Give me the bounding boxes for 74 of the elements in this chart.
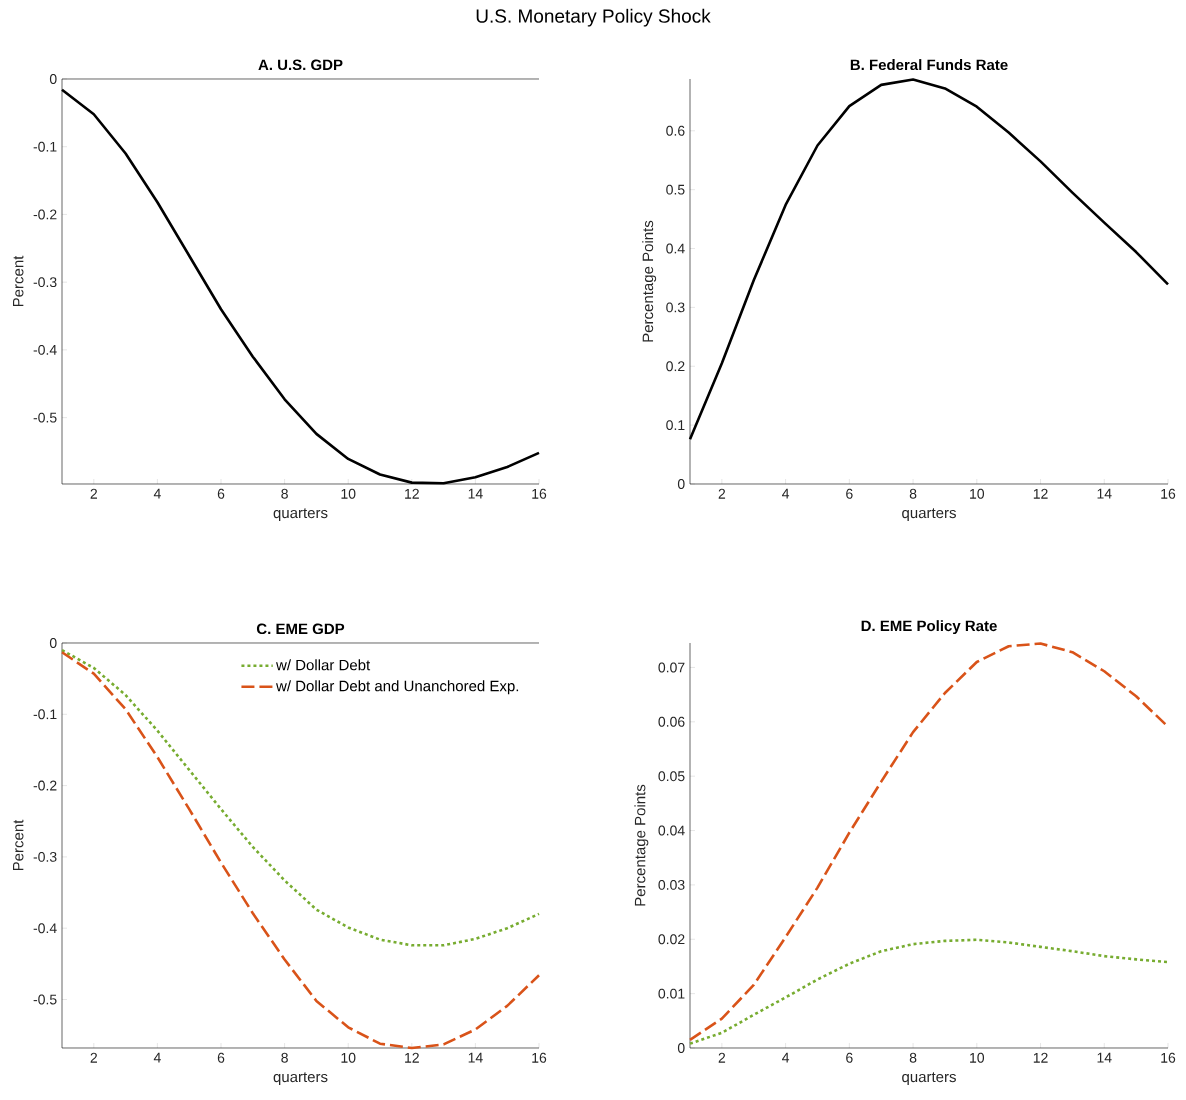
x-tick-label: 4	[782, 1052, 790, 1063]
x-axis-title: quarters	[902, 1072, 956, 1086]
x-axis-title: quarters	[273, 508, 328, 522]
chart-title: A. U.S. GDP	[258, 59, 343, 71]
x-tick-label: 12	[1033, 1052, 1048, 1063]
x-tick-label: 8	[909, 1052, 917, 1063]
x-tick-label: 6	[217, 488, 225, 499]
x-tick-label: 16	[1161, 1052, 1176, 1063]
y-tick-label: -0.4	[33, 923, 57, 934]
text: U.S. Monetary Policy Shock	[476, 8, 711, 27]
x-tick-label: 8	[281, 488, 288, 499]
y-tick-label: -0.1	[33, 141, 57, 152]
y-axis-title: Percentage Points	[642, 220, 657, 342]
x-tick-label: 16	[1161, 488, 1176, 499]
y-tick-label: 0.4	[666, 243, 685, 254]
x-tick-label: 14	[468, 1052, 483, 1063]
x-tick-label: 4	[782, 488, 790, 499]
y-tick-label: -0.5	[33, 994, 57, 1005]
x-tick-label: 12	[1033, 488, 1048, 499]
y-tick-label: 0	[49, 638, 57, 648]
y-tick-label: 0.1	[666, 420, 685, 431]
x-tick-label: 8	[909, 488, 917, 499]
y-tick-label: 0.04	[658, 825, 685, 836]
y-tick-label: -0.2	[33, 780, 57, 791]
x-tick-label: 4	[153, 1052, 161, 1063]
y-tick-label: 0	[677, 479, 685, 489]
y-tick-label: -0.3	[33, 851, 57, 862]
y-axis-title: Percent	[13, 255, 24, 307]
x-tick-label: 14	[468, 488, 483, 499]
x-tick-label: 8	[281, 1052, 288, 1063]
y-tick-label: 0	[677, 1043, 685, 1053]
y-tick-label: 0.06	[658, 716, 685, 727]
x-tick-label: 2	[718, 1052, 726, 1063]
y-tick-label: 0	[49, 74, 57, 84]
y-tick-label: -0.5	[33, 412, 57, 423]
y-axis-title: Percentage Points	[634, 784, 649, 906]
x-tick-label: 2	[718, 488, 726, 499]
x-tick-label: 10	[341, 1052, 356, 1063]
x-tick-label: 6	[846, 1052, 853, 1063]
x-tick-label: 10	[970, 1052, 985, 1063]
y-tick-label: 0.5	[666, 184, 685, 195]
legend-label: w/ Dollar Debt and Unanchored Exp.	[276, 680, 519, 695]
chart-title: C. EME GDP	[256, 623, 345, 635]
y-tick-label: 0.6	[666, 125, 685, 136]
y-tick-label: -0.2	[33, 209, 57, 220]
x-tick-label: 6	[846, 488, 853, 499]
chart-title: B. Federal Funds Rate	[850, 59, 1008, 71]
y-tick-label: 0.3	[666, 302, 685, 313]
x-tick-label: 14	[1097, 1052, 1112, 1063]
y-tick-label: 0.03	[658, 879, 685, 890]
y-tick-label: 0.07	[658, 662, 685, 673]
y-tick-label: -0.3	[33, 277, 57, 288]
chart-title: D. EME Policy Rate	[861, 620, 997, 635]
x-tick-label: 16	[532, 1052, 547, 1063]
y-tick-label: 0.05	[658, 771, 685, 782]
x-tick-label: 6	[217, 1052, 225, 1063]
y-tick-label: -0.4	[33, 344, 57, 355]
x-tick-label: 2	[90, 1052, 97, 1063]
y-tick-label: -0.1	[33, 709, 57, 720]
y-tick-label: 0.02	[658, 934, 685, 945]
x-tick-label: 10	[970, 488, 985, 499]
x-axis-title: quarters	[902, 508, 956, 522]
x-tick-label: 12	[405, 488, 419, 499]
x-tick-label: 10	[341, 488, 356, 499]
x-tick-label: 14	[1097, 488, 1112, 499]
x-tick-label: 12	[405, 1052, 419, 1063]
x-axis-title: quarters	[273, 1072, 328, 1086]
y-tick-label: 0.2	[666, 361, 685, 372]
x-tick-label: 16	[532, 488, 547, 499]
x-tick-label: 2	[90, 488, 97, 499]
legend-label: w/ Dollar Debt	[276, 659, 371, 671]
y-tick-label: 0.01	[658, 988, 685, 999]
x-tick-label: 4	[153, 488, 161, 499]
y-axis-title: Percent	[13, 819, 24, 871]
